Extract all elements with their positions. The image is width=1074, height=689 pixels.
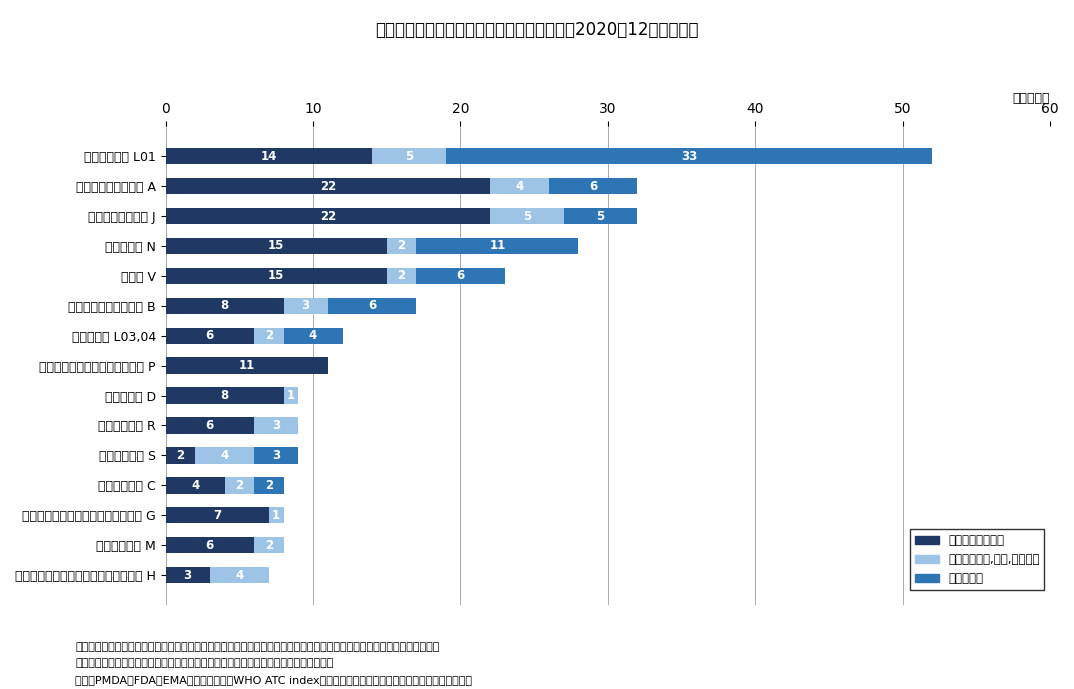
Text: 8: 8: [220, 389, 229, 402]
Bar: [165, 358, 328, 374]
Text: 6: 6: [206, 329, 214, 342]
Bar: [387, 267, 417, 284]
Text: 2: 2: [264, 539, 273, 552]
Bar: [224, 477, 255, 493]
Bar: [255, 477, 284, 493]
Text: 4: 4: [191, 479, 199, 492]
Text: 3: 3: [272, 419, 280, 432]
Bar: [255, 418, 299, 434]
Text: 6: 6: [589, 180, 597, 193]
Text: （品目数）: （品目数）: [1013, 92, 1050, 105]
Text: 22: 22: [320, 180, 336, 193]
Bar: [165, 447, 195, 464]
Bar: [490, 208, 564, 225]
Text: 2: 2: [264, 329, 273, 342]
Text: 7: 7: [213, 508, 221, 522]
Text: 3: 3: [302, 299, 309, 312]
Bar: [165, 298, 284, 314]
Text: 15: 15: [268, 269, 285, 282]
Text: 5: 5: [405, 150, 413, 163]
Text: 2: 2: [176, 449, 185, 462]
Bar: [564, 208, 637, 225]
Legend: 国内開発情報なし, 国内開発中止,中断,続報なし, 国内開発中: 国内開発情報なし, 国内開発中止,中断,続報なし, 国内開発中: [911, 529, 1044, 590]
Text: 4: 4: [220, 449, 229, 462]
Bar: [165, 477, 224, 493]
Text: 注：開発状況については「明日の新薬」の記載に準じる。開発ステージ情報を得てから３年程度経過したものに対して、開: 注：開発状況については「明日の新薬」の記載に準じる。開発ステージ情報を得てから３…: [75, 642, 439, 652]
Bar: [417, 238, 579, 254]
Text: 4: 4: [309, 329, 317, 342]
Bar: [417, 267, 505, 284]
Bar: [268, 507, 284, 524]
Bar: [165, 148, 372, 165]
Bar: [255, 327, 284, 344]
Text: 6: 6: [456, 269, 465, 282]
Text: 5: 5: [596, 209, 605, 223]
Text: 22: 22: [320, 209, 336, 223]
Bar: [284, 387, 299, 404]
Bar: [209, 567, 268, 584]
Text: 5: 5: [523, 209, 531, 223]
Text: 4: 4: [235, 568, 244, 582]
Text: 1: 1: [287, 389, 295, 402]
Text: 2: 2: [264, 479, 273, 492]
Text: 14: 14: [261, 150, 277, 163]
Text: 出所：PMDA、FDA、EMAの各公開情報、WHO ATC index、明日の新薬をもとに医薬産業政策研究所にて作成: 出所：PMDA、FDA、EMAの各公開情報、WHO ATC index、明日の新…: [75, 675, 473, 686]
Text: 3: 3: [184, 568, 192, 582]
Text: 3: 3: [272, 449, 280, 462]
Bar: [165, 238, 387, 254]
Text: 15: 15: [268, 240, 285, 252]
Bar: [165, 387, 284, 404]
Text: 4: 4: [516, 180, 523, 193]
Bar: [165, 267, 387, 284]
Bar: [165, 418, 255, 434]
Text: 2: 2: [397, 240, 406, 252]
Text: 発継続に関する情報が確認できなかった品目に関しては「続報なし」としている。: 発継続に関する情報が確認できなかった品目に関しては「続報なし」としている。: [75, 658, 334, 668]
Bar: [387, 238, 417, 254]
Text: 6: 6: [206, 419, 214, 432]
Bar: [165, 178, 490, 194]
Bar: [165, 537, 255, 553]
Bar: [284, 327, 343, 344]
Text: 6: 6: [206, 539, 214, 552]
Text: 33: 33: [681, 150, 697, 163]
Bar: [255, 537, 284, 553]
Bar: [372, 148, 446, 165]
Bar: [165, 507, 268, 524]
Bar: [284, 298, 328, 314]
Bar: [255, 447, 299, 464]
Text: 8: 8: [220, 299, 229, 312]
Bar: [328, 298, 417, 314]
Bar: [165, 327, 255, 344]
Bar: [490, 178, 549, 194]
Text: 図７　国内未承認薬の薬効分類と開発状況（2020年12月末時点）: 図７ 国内未承認薬の薬効分類と開発状況（2020年12月末時点）: [375, 21, 699, 39]
Text: 1: 1: [272, 508, 280, 522]
Bar: [165, 567, 209, 584]
Bar: [446, 148, 932, 165]
Bar: [549, 178, 637, 194]
Text: 11: 11: [489, 240, 506, 252]
Bar: [195, 447, 255, 464]
Text: 2: 2: [397, 269, 406, 282]
Bar: [165, 208, 490, 225]
Text: 2: 2: [235, 479, 244, 492]
Text: 11: 11: [238, 359, 255, 372]
Text: 6: 6: [368, 299, 376, 312]
